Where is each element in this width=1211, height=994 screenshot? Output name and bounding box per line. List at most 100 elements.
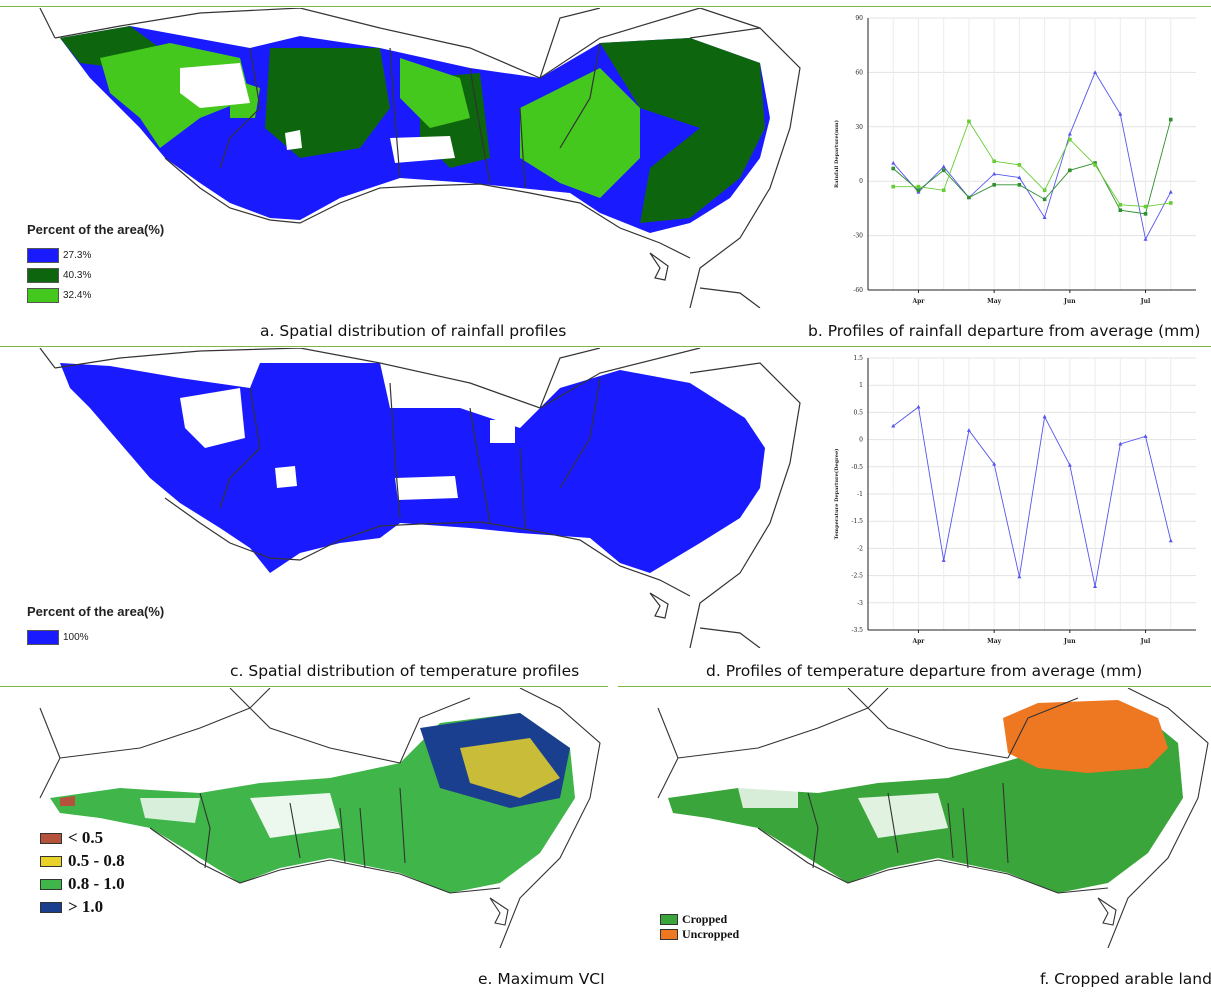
temperature-legend-item-1: 100% [27,630,89,645]
data-point [891,185,895,189]
vci-legend-item-4: > 1.0 [40,897,103,917]
y-tick-label: 0 [859,437,863,444]
data-point [942,558,946,562]
crop-legend-label-2: Uncropped [682,927,739,942]
rainfall-legend-label-2: 40.3% [63,270,91,281]
series-line-0 [893,407,1171,587]
data-point [1119,203,1123,207]
data-point [992,159,996,163]
data-point [1018,183,1022,187]
temp-map-region-blue [60,363,765,573]
rainfall-profile-map [0,8,820,308]
data-point [967,120,971,124]
series-line-1 [893,120,1171,214]
data-point [1169,201,1173,205]
data-point [1144,205,1148,209]
data-point [891,161,895,165]
caption-b: b. Profiles of rainfall departure from a… [808,322,1200,340]
temperature-profile-map [0,348,820,648]
y-tick-label: -1 [857,491,863,498]
panel-temperature-map: Percent of the area(%) 100% [0,348,820,686]
rainfall-legend-label-1: 27.3% [63,250,91,261]
crop-legend-swatch-2 [660,929,678,940]
y-tick-label: -30 [853,233,863,240]
vci-legend-label-1: < 0.5 [68,828,103,848]
crop-legend-swatch-1 [660,914,678,925]
rainfall-legend-title: Percent of the area(%) [27,222,164,237]
data-point [942,188,946,192]
data-point [967,196,971,200]
y-tick-label: 60 [855,69,863,76]
rainfall-legend-label-3: 32.4% [63,290,91,301]
crop-land-white-2 [738,783,798,808]
y-tick-label: -2 [857,545,863,552]
data-point [1043,188,1047,192]
x-tick-label: Jun [1063,298,1076,305]
vci-legend-item-3: 0.8 - 1.0 [40,874,125,894]
data-point [891,167,895,171]
x-tick-label: May [987,298,1002,305]
data-point [942,169,946,173]
vci-legend-label-3: 0.8 - 1.0 [68,874,125,894]
crop-legend-item-1: Cropped [660,912,727,927]
temp-map-hole-3 [275,466,297,488]
vci-legend-label-2: 0.5 - 0.8 [68,851,125,871]
data-point [992,183,996,187]
temperature-departure-chart: -3.5 -3 -2.5 -2 -1.5 -1 -0.5 0 0.5 1 1.5 Apr May Jun J… [826,348,1206,648]
rainfall-legend-item-2: 40.3% [27,268,91,283]
caption-a: a. Spatial distribution of rainfall prof… [260,322,566,340]
rainfall-departure-chart: -60 -30 0 30 60 90 Apr May Jun Jul Rainfall Depart… [826,8,1206,308]
data-point [1018,163,1022,167]
caption-d: d. Profiles of temperature departure fro… [706,662,1142,680]
y-tick-label: -3 [857,600,863,607]
vci-legend-label-4: > 1.0 [68,897,103,917]
rainfall-legend-swatch-darkgreen [27,268,59,283]
panel-vci-map: < 0.5 0.5 - 0.8 0.8 - 1.0 > 1.0 [0,688,608,994]
panel-rainfall-map: Percent of the area(%) 27.3% 40.3% 32.4% [0,8,820,346]
caption-c: c. Spatial distribution of temperature p… [230,662,579,680]
map-hole-3 [285,130,302,150]
y-tick-label: -60 [853,287,863,294]
x-tick-label: Jun [1063,638,1076,645]
data-point [1169,118,1173,122]
temperature-legend-label-1: 100% [63,632,89,643]
separator-row3-right [618,686,1211,687]
y-tick-label: 0.5 [853,409,863,416]
data-point [917,188,921,192]
series-line-2 [893,121,1171,206]
data-point [1043,198,1047,202]
temp-map-hole-4 [490,420,515,443]
vci-legend-swatch-1 [40,833,62,844]
caption-f: f. Cropped arable land [1040,970,1211,988]
temperature-legend-swatch-blue [27,630,59,645]
data-point [1043,415,1047,419]
x-tick-label: Jul [1140,638,1151,645]
y-tick-label: 1.5 [853,355,863,362]
x-tick-label: Apr [911,638,925,645]
data-point [967,428,971,432]
data-point [1093,584,1097,588]
rainfall-legend-swatch-lightgreen [27,288,59,303]
separator-row3-left [0,686,608,687]
y-tick-label: -1.5 [851,518,863,525]
data-point [1068,138,1072,142]
data-point [992,172,996,176]
y-tick-label: 30 [855,124,863,131]
x-tick-label: Jul [1140,298,1151,305]
crop-legend-label-1: Cropped [682,912,727,927]
data-point [891,424,895,428]
crop-legend-item-2: Uncropped [660,927,739,942]
temp-map-hole-2 [395,476,458,500]
x-tick-label: May [987,638,1002,645]
data-point [1068,169,1072,173]
vci-legend-swatch-2 [40,856,62,867]
data-point [1144,434,1148,438]
caption-e: e. Maximum VCI [478,970,605,988]
y-tick-label: 1 [859,382,863,389]
vci-legend-swatch-3 [40,879,62,890]
data-point [1169,190,1173,194]
panel-cropland-map: Cropped Uncropped [618,688,1211,994]
data-point [942,164,946,168]
cropped-arable-land-map [618,688,1211,948]
vci-legend-swatch-4 [40,902,62,913]
